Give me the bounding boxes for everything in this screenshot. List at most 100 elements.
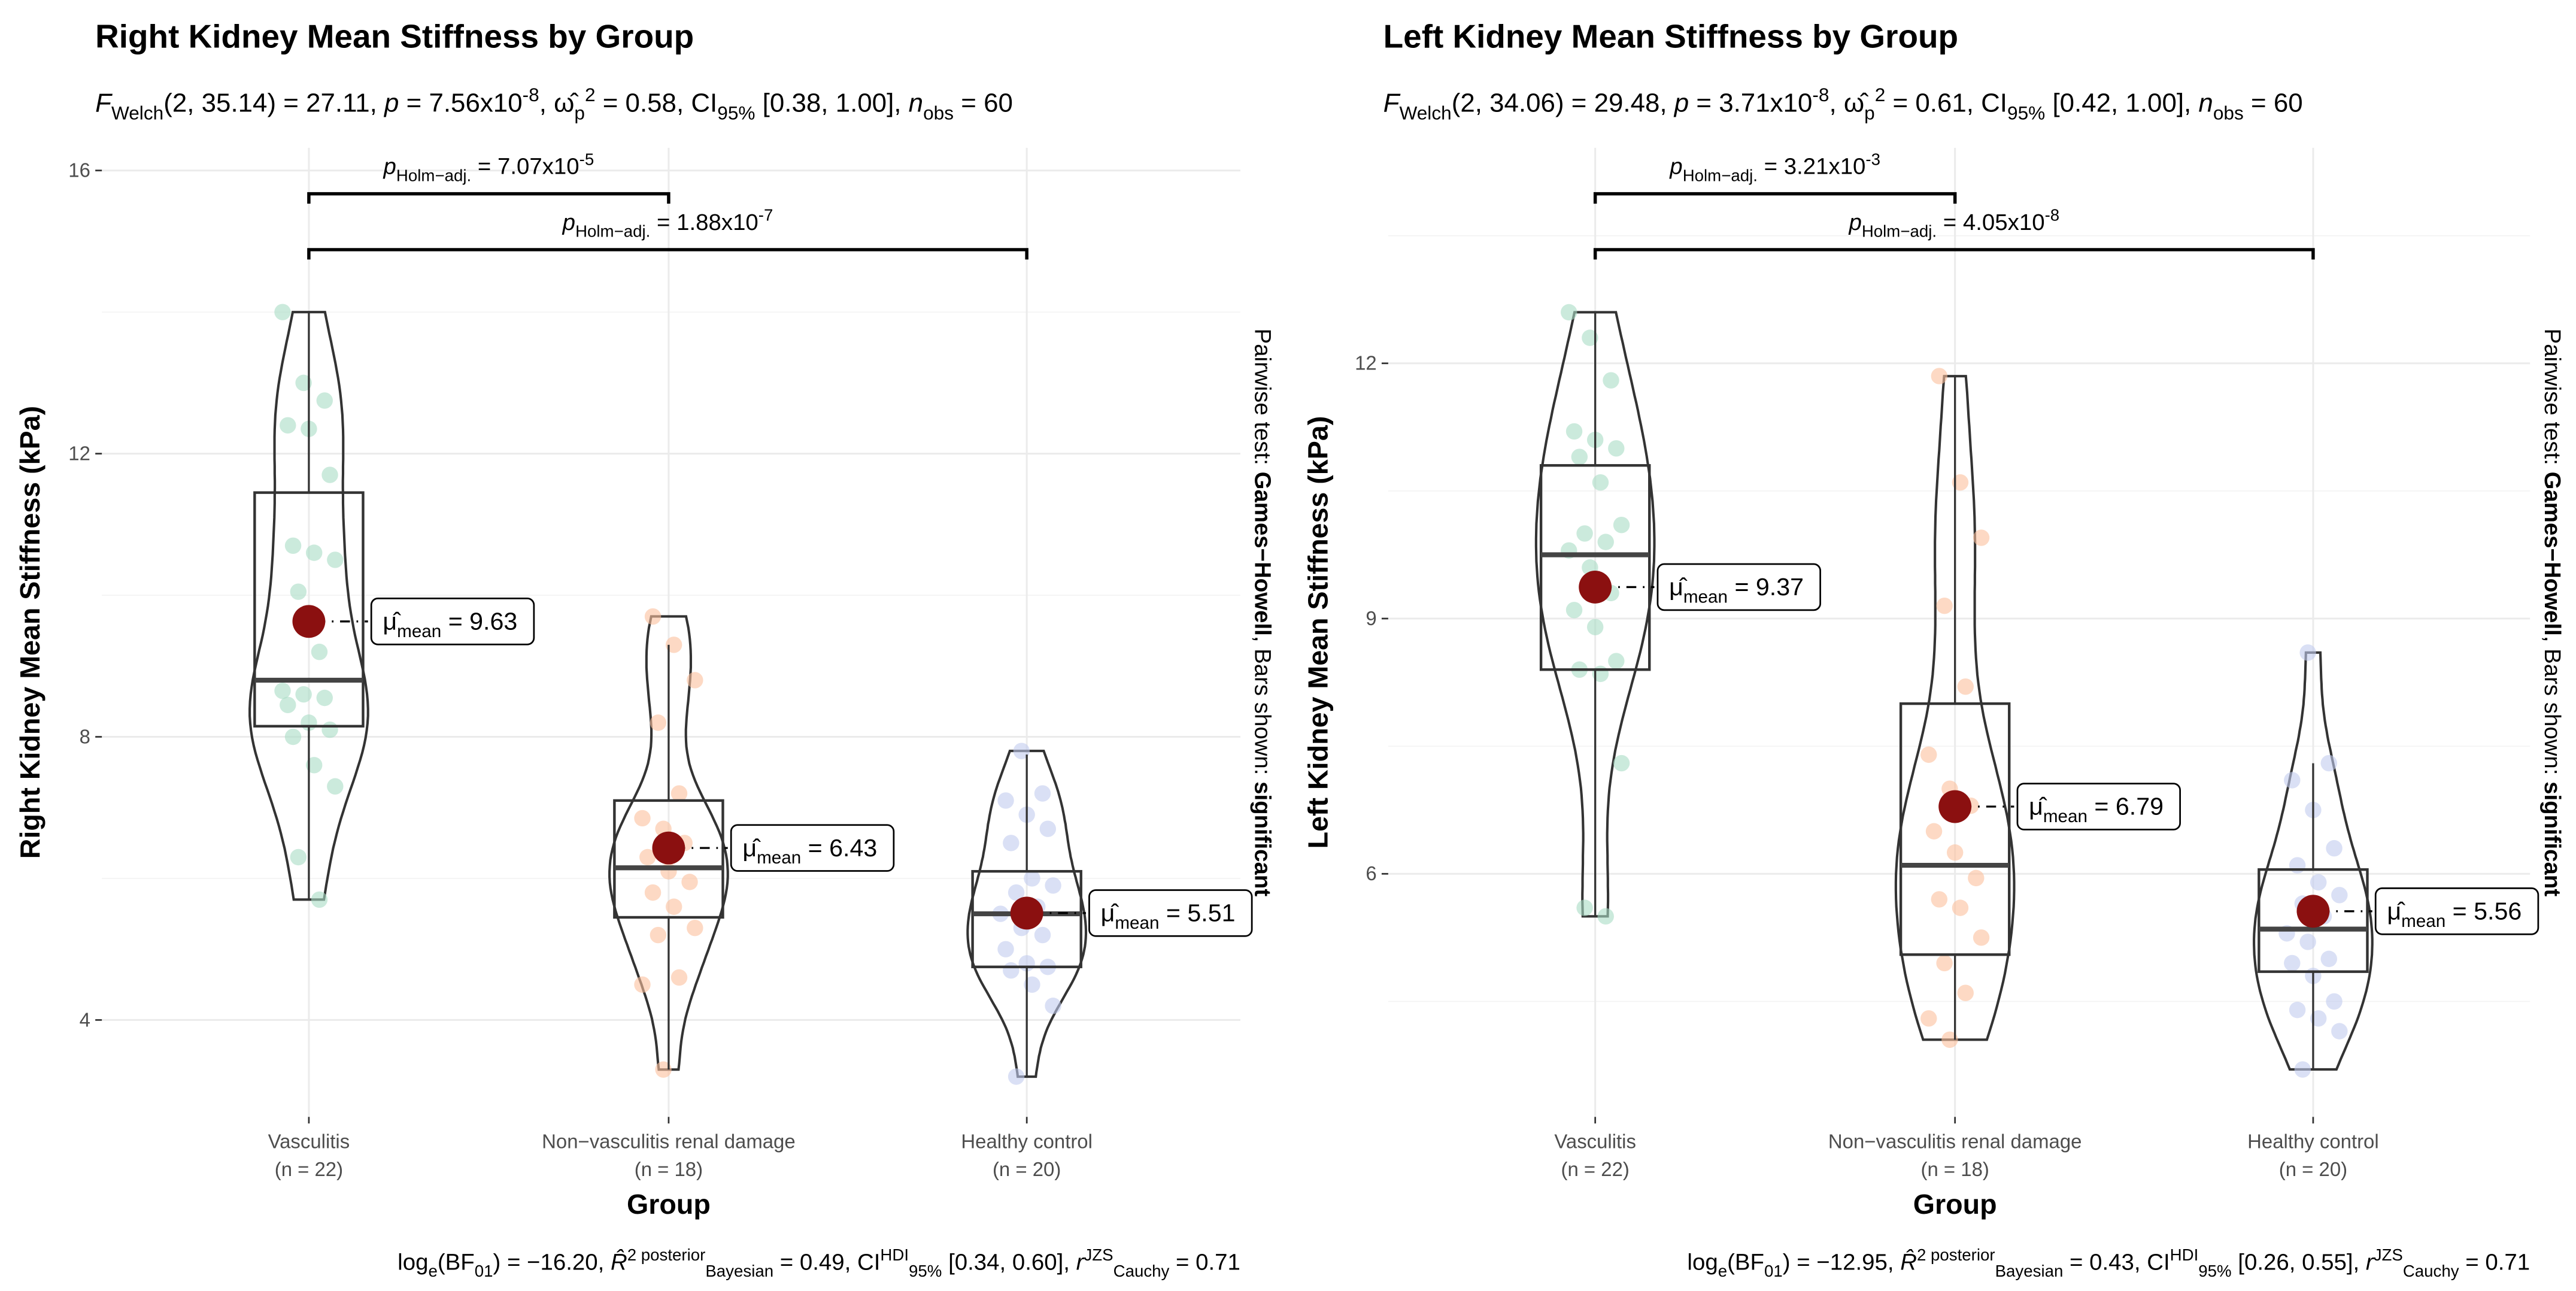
x-tick-label: Healthy control (2247, 1130, 2379, 1152)
data-point (2299, 644, 2316, 661)
comparison-p-label-segment: = 3.21x10 (1758, 154, 1865, 180)
mean-label-segment: mean (2043, 807, 2087, 826)
pairwise-test-note-segment: Pairwise test: (2539, 329, 2565, 472)
x-tick-label: Vasculitis (1554, 1130, 1636, 1152)
data-point (1613, 754, 1630, 772)
data-point (327, 778, 344, 795)
data-point (650, 714, 667, 731)
chart-subtitle-segment: 2 (1875, 84, 1886, 105)
data-point (634, 810, 651, 827)
bayes-caption-segment: 01 (1764, 1262, 1783, 1280)
comparison-p-label-segment: Holm−adj. (396, 166, 471, 184)
y-tick-label: 16 (68, 159, 90, 181)
y-tick-label: 4 (80, 1008, 90, 1031)
box (1899, 702, 2011, 956)
chart-subtitle-segment: = 3.71x10 (1689, 89, 1812, 118)
data-point (316, 392, 333, 409)
bayes-caption-segment: R̂ (611, 1248, 627, 1275)
x-tick-n-label: (n = 20) (993, 1158, 1061, 1180)
mean-label-segment: mean (397, 622, 441, 641)
data-point (665, 637, 682, 653)
pairwise-test-note-segment: Pairwise test: (1250, 329, 1276, 472)
bayes-caption-segment: = 0.71 (1169, 1249, 1240, 1275)
pairwise-test-note: Pairwise test: Games−Howell, Bars shown:… (2539, 329, 2565, 897)
chart-subtitle-segment: n (909, 89, 923, 118)
data-point (1039, 820, 1057, 837)
bayes-caption-segment: Bayesian (705, 1262, 773, 1280)
data-point (1952, 899, 1969, 916)
data-point (2320, 754, 2337, 772)
comparison-bracket (1593, 192, 1957, 204)
mean-point (1938, 790, 1972, 823)
pairwise-test-note-segment: significant (2539, 781, 2565, 896)
data-point (1973, 529, 1990, 546)
data-point (1003, 835, 1020, 851)
pairwise-test-note-segment: Games−Howell (1250, 472, 1276, 636)
data-point (1034, 926, 1051, 944)
bayes-caption-segment: JZS (1084, 1245, 1113, 1264)
data-point (295, 374, 312, 392)
mean-label-segment: mean (757, 848, 801, 868)
comparison-p-label-segment: -3 (1865, 150, 1880, 168)
data-point (2310, 874, 2327, 891)
chart-subtitle-segment: obs (2213, 102, 2244, 124)
data-point (1565, 423, 1583, 440)
comparison-p-label-segment: = 7.07x10 (471, 154, 579, 180)
bayes-caption-segment: Bayesian (1995, 1262, 2064, 1280)
data-point (284, 728, 302, 745)
data-point (1597, 908, 1614, 925)
y-axis-label: Right Kidney Mean Stiffness (kPa) (14, 406, 45, 859)
data-point (1936, 597, 1953, 614)
comparison-p-label-segment: p (1669, 154, 1682, 180)
data-point (670, 969, 688, 986)
data-point (634, 976, 651, 993)
mean-label: μ̂mean = 9.37 (1669, 573, 1804, 607)
bayes-caption-segment: r (2366, 1249, 2375, 1275)
mean-label-segment: mean (1683, 587, 1728, 607)
chart-subtitle: FWelch(2, 34.06) = 29.48, p = 3.71x10-8,… (1383, 84, 2303, 124)
bayes-caption-segment: HDI (880, 1245, 909, 1264)
chart-subtitle-segment: 2 (585, 84, 596, 105)
mean-point (292, 605, 326, 638)
chart-subtitle-segment: = 7.56x10 (399, 89, 522, 118)
data-point (1952, 474, 1969, 491)
mean-label-box (730, 824, 895, 872)
chart-subtitle-segment: Welch (1399, 102, 1451, 124)
comparison-bracket (307, 248, 1028, 260)
comparison-p-label: pHolm−adj. = 4.05x10-8​ (1848, 206, 2059, 241)
data-point (1946, 844, 1964, 861)
bayes-caption-segment: r (1076, 1249, 1085, 1275)
y-tick-label: 12 (1355, 352, 1377, 374)
data-point (2289, 1001, 2306, 1019)
mean-label-box (370, 598, 535, 646)
bayes-caption-segment: log (1687, 1249, 1718, 1275)
left-kidney-panel: Left Kidney Mean Stiffness by Group FWelc… (1302, 18, 2565, 1280)
bayes-caption-segment: R̂ (1900, 1248, 1917, 1275)
data-point (1045, 998, 1061, 1014)
bayes-caption-segment: = 0.43, CI (2063, 1249, 2170, 1275)
data-point (650, 926, 667, 944)
mean-label-box (2016, 783, 2181, 831)
chart-subtitle-segment: p (1864, 102, 1875, 124)
comparison-p-label-segment: p (383, 154, 396, 180)
x-tick-label: Healthy control (961, 1130, 1093, 1152)
data-point (311, 643, 328, 660)
comparison-p-label-segment: = 1.88x10 (650, 210, 758, 235)
bayes-caption: loge(BF01) = −16.20, R̂2 posteriorBayesi… (398, 1245, 1240, 1280)
bayes-caption-segment: [0.26, 0.55], (2232, 1249, 2366, 1275)
chart-subtitle-segment: = 0.58, CI (596, 89, 718, 118)
data-point (997, 941, 1014, 957)
mean-label-box (1656, 563, 1822, 611)
chart-subtitle: FWelch(2, 35.14) = 27.11, p = 7.56x10-8,… (95, 84, 1013, 124)
bayes-caption-segment: (BF (1727, 1249, 1764, 1275)
data-point (1003, 962, 1020, 979)
y-tick-label: 12 (68, 443, 90, 465)
chart-subtitle-segment: (2, 35.14) = 27.11, (163, 89, 384, 118)
x-tick-n-label: (n = 18) (635, 1158, 703, 1180)
data-point (1582, 329, 1598, 346)
data-point (2299, 934, 2316, 950)
data-point (2284, 772, 2301, 789)
bayes-caption-segment: [0.34, 0.60], (942, 1249, 1076, 1275)
comparison-p-label-segment: = 4.05x10 (1937, 210, 2044, 235)
x-tick-n-label: (n = 18) (1920, 1158, 1989, 1180)
